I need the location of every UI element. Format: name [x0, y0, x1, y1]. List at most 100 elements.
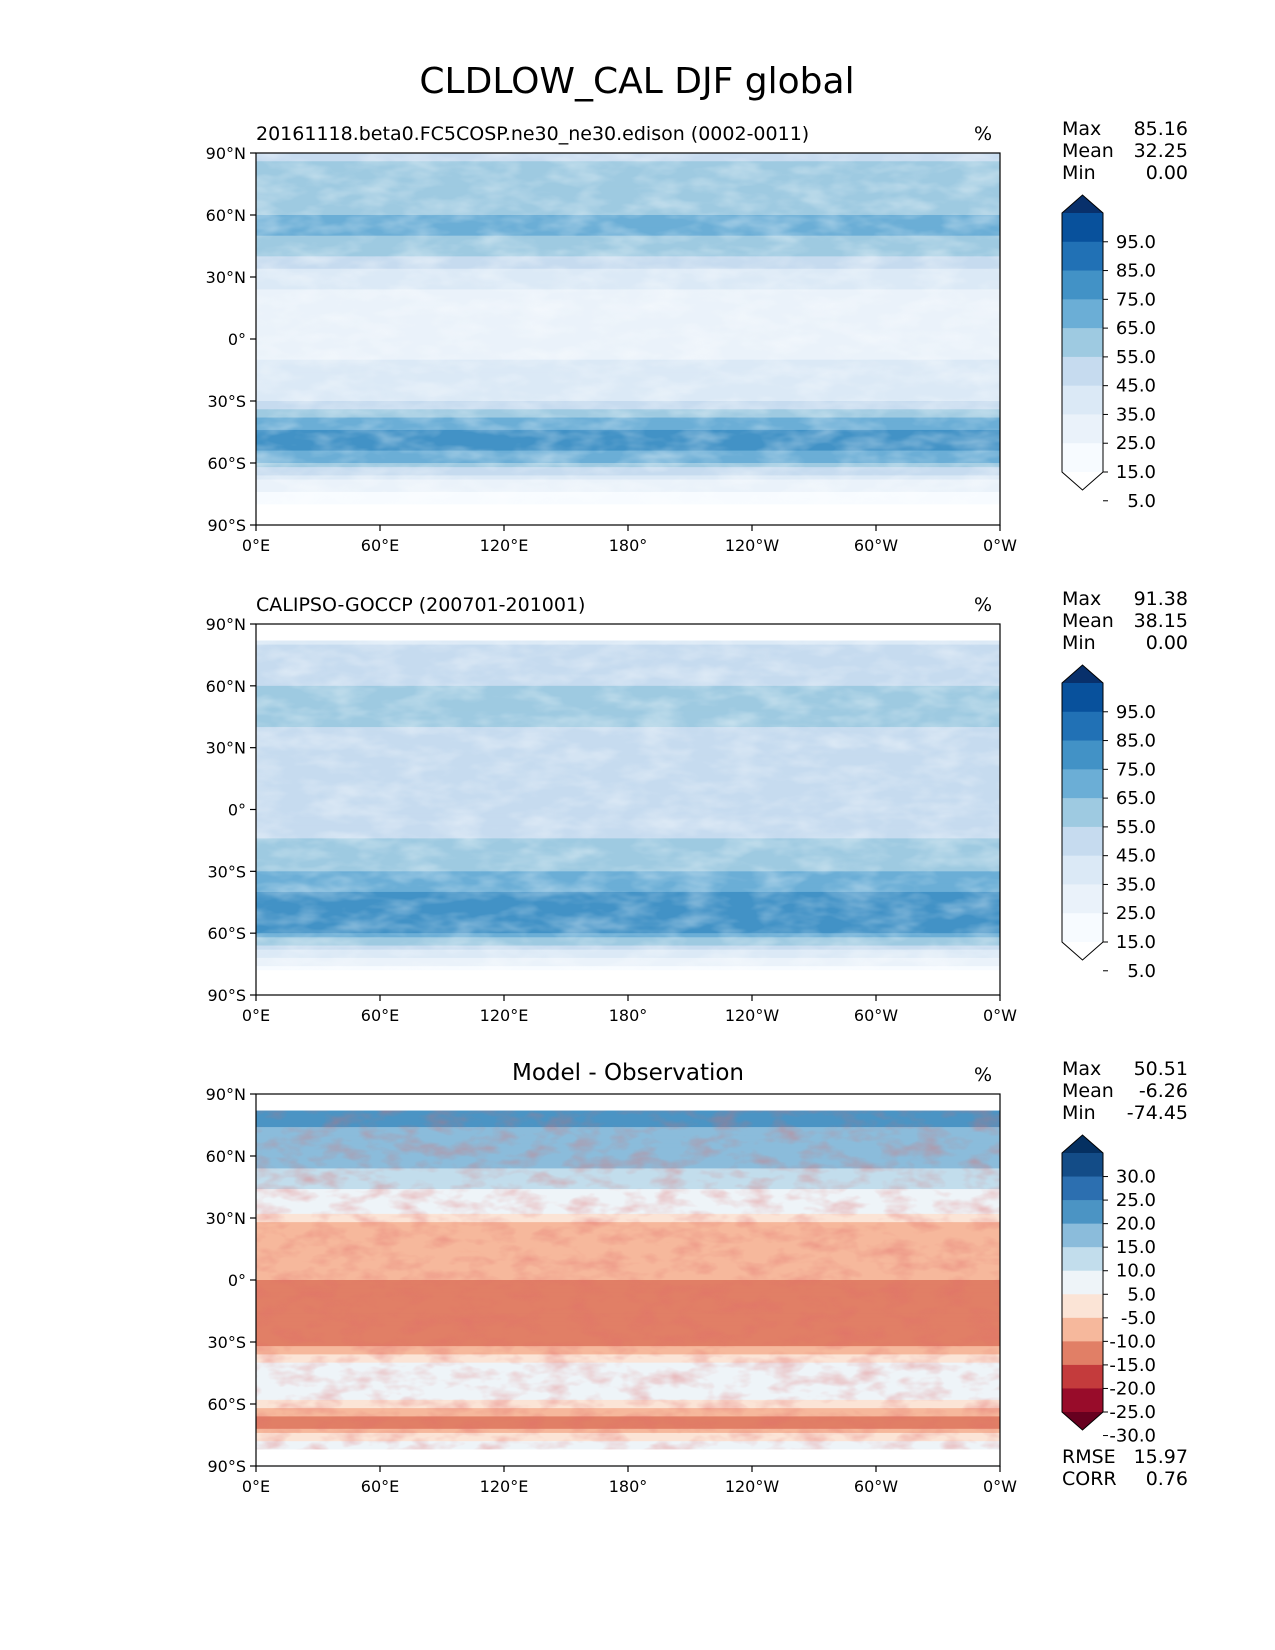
panel-reference: CALIPSO-GOCCP (200701-201001) % 0°E 60°E 1…	[206, 588, 1188, 1025]
colorbar-label: 45.0	[1116, 846, 1156, 867]
y-tick-label: 30°S	[207, 862, 246, 881]
colorbar-label: -5.0	[1121, 1308, 1156, 1329]
colorbar-extend-top	[1062, 195, 1103, 213]
colorbar-label: 85.0	[1116, 731, 1156, 752]
colorbar-bin	[1062, 1200, 1103, 1225]
colorbar-bin	[1062, 1247, 1103, 1272]
colorbar-label: 85.0	[1116, 261, 1156, 282]
stat-mean-value: -6.26	[1139, 1080, 1188, 1102]
colorbar-extend-bottom	[1062, 472, 1103, 490]
y-tick-label: 30°N	[206, 739, 246, 758]
x-tick-label: 60°W	[854, 1006, 898, 1025]
rmse-value: 15.97	[1134, 1446, 1188, 1468]
colorbar-extend-bottom	[1062, 1412, 1103, 1430]
stat-mean-label: Mean	[1062, 140, 1114, 162]
rmse-label: RMSE	[1062, 1446, 1116, 1468]
colorbar-label: 15.0	[1116, 932, 1156, 953]
y-tick-label: 90°S	[207, 1457, 246, 1476]
x-tick-label: 60°W	[854, 1477, 898, 1496]
colorbar-label: 55.0	[1116, 817, 1156, 838]
colorbar-label: 65.0	[1116, 318, 1156, 339]
panel-title: 20161118.beta0.FC5COSP.ne30_ne30.edison …	[256, 123, 809, 145]
colorbar-bin	[1062, 711, 1103, 742]
map-texture	[256, 153, 1000, 525]
colorbar: 30.025.0 20.015.0 10.05.0 -5.0-10.0 -15.0-20…	[1061, 1134, 1156, 1447]
colorbar-bin	[1062, 1153, 1103, 1178]
panel-difference: Model - Observation % 0°E 60°E 120°E 180° 12…	[206, 1058, 1188, 1496]
y-tick-label: 90°N	[206, 1085, 246, 1104]
stat-mean-value: 32.25	[1134, 140, 1188, 162]
units-label: %	[974, 1064, 992, 1086]
x-tick-label: 60°E	[361, 1006, 399, 1025]
x-tick-label: 120°W	[725, 1477, 780, 1496]
colorbar-label: 35.0	[1116, 404, 1156, 425]
y-tick-label: 90°S	[207, 986, 246, 1005]
map-field	[256, 1094, 1000, 1467]
stat-mean-label: Mean	[1062, 1080, 1114, 1102]
colorbar-label: 65.0	[1116, 788, 1156, 809]
stat-max-value: 91.38	[1134, 588, 1188, 610]
y-tick-label: 90°N	[206, 615, 246, 634]
y-tick-label: 0°	[228, 801, 246, 820]
colorbar-bin	[1062, 855, 1103, 885]
panel-title: Model - Observation	[512, 1060, 744, 1086]
colorbar-label: 35.0	[1116, 874, 1156, 895]
x-tick-label: 180°	[609, 536, 648, 555]
missing-data-cap	[256, 1449, 1000, 1466]
map-field	[256, 624, 1000, 996]
axis-ticks: 0°E 60°E 120°E 180° 120°W 60°W 0°W 90°N 60°N 30°N…	[206, 615, 1018, 1025]
colorbar-bin	[1062, 241, 1103, 272]
colorbar-bin	[1062, 1294, 1103, 1319]
colorbar-label: -10.0	[1109, 1331, 1156, 1352]
y-tick-label: 60°N	[206, 677, 246, 696]
colorbar-extend-bottom	[1062, 942, 1103, 960]
colorbar-label: 75.0	[1116, 759, 1156, 780]
y-tick-label: 0°	[228, 1271, 246, 1290]
colorbar-bin	[1062, 913, 1103, 943]
stat-max-label: Max	[1062, 118, 1101, 140]
x-tick-label: 180°	[609, 1477, 648, 1496]
x-tick-label: 120°W	[725, 536, 780, 555]
colorbar-bin	[1062, 1364, 1103, 1389]
y-tick-label: 30°N	[206, 268, 246, 287]
x-tick-label: 0°W	[983, 1477, 1017, 1496]
colorbar-label: 30.0	[1116, 1167, 1156, 1188]
colorbar: 95.0 85.0 75.0 65.0 55.0 45.0 35.0 25.0 15.0 5.0	[1061, 194, 1156, 512]
units-label: %	[974, 594, 992, 616]
colorbar-bin	[1062, 826, 1103, 857]
stat-min-label: Min	[1062, 162, 1096, 184]
colorbar-bin	[1062, 414, 1103, 444]
y-tick-label: 30°N	[206, 1209, 246, 1228]
map-texture	[256, 1094, 1000, 1466]
colorbar-label: 15.0	[1116, 1237, 1156, 1258]
colorbar-bin	[1062, 1176, 1103, 1201]
corr-value: 0.76	[1146, 1468, 1188, 1490]
stats-block: Max 91.38 Mean 38.15 Min 0.00	[1062, 588, 1188, 654]
colorbar-extend-top	[1062, 665, 1103, 683]
colorbar-bin	[1062, 740, 1103, 770]
metrics-block: RMSE 15.97 CORR 0.76	[1062, 1446, 1188, 1490]
colorbar-label: 75.0	[1116, 289, 1156, 310]
x-tick-label: 0°E	[242, 1006, 270, 1025]
colorbar-label: -30.0	[1109, 1426, 1156, 1447]
colorbar-bin	[1062, 798, 1103, 828]
colorbar-label: -25.0	[1109, 1402, 1156, 1423]
stat-max-value: 50.51	[1134, 1058, 1188, 1080]
colorbar-label: 5.0	[1127, 1284, 1156, 1305]
stats-block: Max 50.51 Mean -6.26 Min -74.45	[1062, 1058, 1188, 1124]
x-tick-label: 0°E	[242, 1477, 270, 1496]
corr-label: CORR	[1062, 1468, 1117, 1490]
stat-min-label: Min	[1062, 1102, 1096, 1124]
stat-mean-label: Mean	[1062, 610, 1114, 632]
missing-data-cap	[256, 624, 1000, 641]
colorbar-bin	[1062, 356, 1103, 387]
colorbar-bin	[1062, 270, 1103, 300]
y-tick-label: 0°	[228, 330, 246, 349]
x-tick-label: 0°W	[983, 536, 1017, 555]
x-tick-label: 60°W	[854, 536, 898, 555]
colorbar-label: 95.0	[1116, 232, 1156, 253]
colorbar-label: 15.0	[1116, 462, 1156, 483]
missing-data-cap	[256, 978, 1000, 995]
y-tick-label: 90°S	[207, 516, 246, 535]
